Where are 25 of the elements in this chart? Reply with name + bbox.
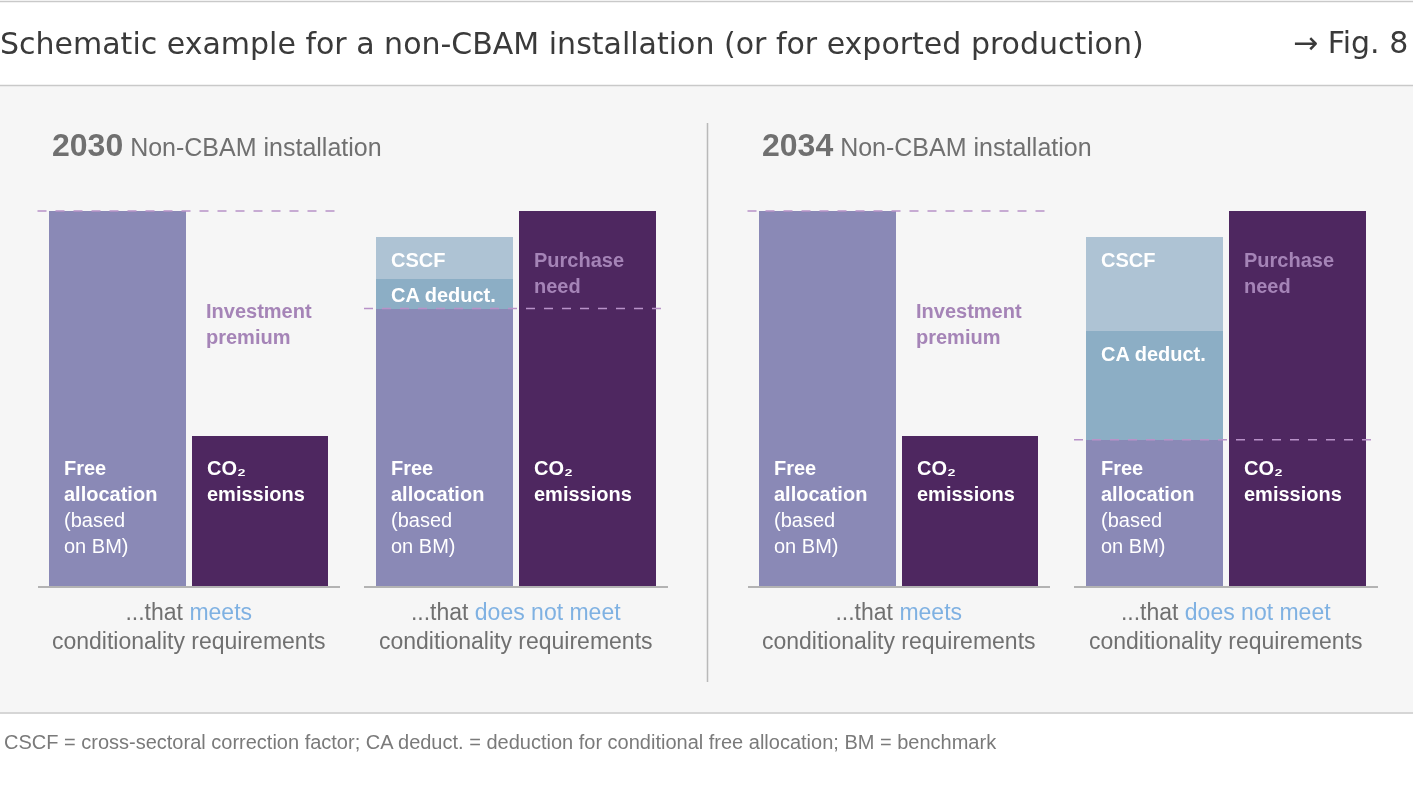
series-label: CO₂ emissions <box>1244 457 1342 505</box>
series-label: Purchase need <box>534 249 625 297</box>
text: → Fig. 8 <box>1293 25 1409 60</box>
series-label: CO₂ emissions <box>917 457 1015 505</box>
series-label: Free allocation (based on BM) <box>391 457 485 557</box>
x-axis-title: ...that does not meet conditionality requirements <box>378 598 653 655</box>
series-label: CSCF <box>1101 249 1156 271</box>
series-label: Free allocation (based on BM) <box>1101 457 1195 557</box>
x-axis-title: ...that meets conditionality requirements <box>761 598 1036 655</box>
series-label: CA deduct. <box>391 284 496 306</box>
text: Schematic example for a non-CBAM installation (or for exported production) <box>0 25 1144 61</box>
x-axis-title: ...that does not meet conditionality requirements <box>1088 598 1363 655</box>
chart-subtitle: 2030 Non-CBAM installation <box>52 127 382 163</box>
series-label: CSCF <box>391 249 446 271</box>
series-label: CA deduct. <box>1101 343 1206 365</box>
series-label: CO₂ emissions <box>207 457 305 505</box>
x-axis-title: ...that meets conditionality requirements <box>51 598 326 655</box>
annotation: Investment premium <box>206 300 312 348</box>
text: CSCF = cross-sectoral correction factor; CA deduct. = deduction for conditional free allocation; BM = benchmark <box>4 731 998 753</box>
annotation: Investment premium <box>916 300 1022 348</box>
series-label: CO₂ emissions <box>534 457 632 505</box>
series-label: Purchase need <box>1244 249 1335 297</box>
chart-subtitle: 2034 Non-CBAM installation <box>762 127 1092 163</box>
series-label: Free allocation (based on BM) <box>64 457 158 557</box>
series-label: Free allocation (based on BM) <box>774 457 868 557</box>
